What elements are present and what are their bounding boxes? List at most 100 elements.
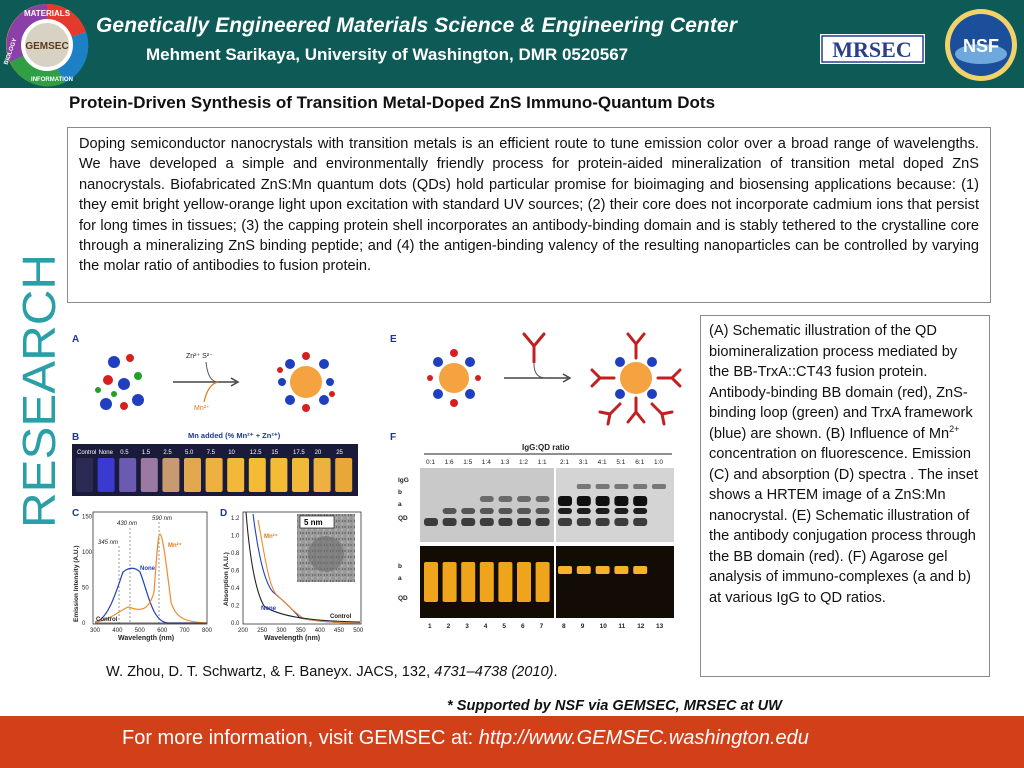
panel-f-agarose-gel: F IgG:QD ratio 0:1 1:6 1:5 1:4 1:3 1:2 1:1 2:1 3…: [390, 432, 674, 630]
panel-f-ratio: 6:1: [635, 459, 644, 466]
vial: [140, 458, 158, 492]
vial-label: None: [99, 450, 114, 456]
gemsec-logo: GEMSEC MATERIALS BIOLOGY INFORMATION: [4, 3, 89, 87]
panel-f-row-label: QD: [398, 595, 408, 602]
caption-part-1: (A) Schematic illustration of the QD bio…: [709, 323, 973, 442]
gel-band-igg: [595, 484, 610, 489]
gel-band-igg: [633, 484, 648, 489]
vial-label: 17.5: [293, 450, 305, 456]
vial-label: 2.5: [163, 450, 172, 456]
gel-glow-lane: [461, 562, 476, 602]
panel-c-none-label: None: [140, 566, 156, 572]
vial: [248, 458, 266, 492]
panel-f-row-label: b: [398, 489, 402, 496]
gemsec-url-link[interactable]: http://www.GEMSEC.washington.edu: [478, 727, 809, 749]
gel-band-a: [595, 508, 610, 514]
panel-d-xtick: 400: [315, 628, 326, 634]
svg-text:GEMSEC: GEMSEC: [25, 41, 68, 52]
panel-d-control-label: Control: [330, 614, 352, 620]
panel-f-lane-number: 4: [484, 623, 488, 630]
gel-band-igg: [652, 484, 666, 489]
gel-glow-lane: [442, 562, 457, 602]
gel-glow-band: [595, 566, 610, 574]
gel-band-b: [498, 496, 513, 502]
vial: [227, 458, 245, 492]
vial-label: Control: [77, 450, 96, 456]
panel-c-annotation-430: 430 nm: [117, 521, 137, 527]
gel-bottom-right: [556, 546, 674, 618]
gel-band-qd: [595, 518, 610, 526]
vial-row: [76, 458, 353, 492]
panel-d-none-label: None: [261, 606, 277, 612]
panel-f-ratio: 1:0: [654, 459, 663, 466]
panel-f-lane-number: 8: [562, 623, 566, 630]
pi-affiliation: Mehment Sarikaya, University of Washingt…: [146, 45, 629, 64]
panel-f-row-label: b: [398, 563, 402, 570]
citation-pages: 4731–4738 (2010): [434, 664, 554, 680]
gel-band-b: [633, 496, 648, 506]
gel-glow-lane: [517, 562, 531, 602]
gel-glow-band: [614, 566, 629, 574]
gel-band-qd: [517, 518, 531, 526]
fusion-proteins-cluster: [95, 354, 144, 410]
results-figure: A Zn²⁺ S²⁻ Mn²⁺ B Mn added (% Mn²⁺ + Zn²…: [72, 332, 682, 642]
header-band: GEMSEC MATERIALS BIOLOGY INFORMATION Gen…: [0, 0, 1024, 88]
gel-band-a: [461, 508, 476, 514]
vial: [205, 458, 223, 492]
panel-d-ytick: 0.6: [231, 569, 240, 575]
panel-f-lane-number: 13: [656, 623, 664, 630]
gel-band-qd: [576, 518, 591, 526]
gel-band-a: [498, 508, 513, 514]
gel-band-b: [535, 496, 550, 502]
panel-c-ylabel: Emission Intensity (A.U.): [73, 545, 80, 622]
panel-d-ytick: 0.4: [231, 586, 240, 592]
emission-none-curve: [94, 567, 207, 624]
panel-f-lane-number: 3: [465, 623, 469, 630]
antibody-reagent: [522, 332, 546, 364]
vial: [335, 458, 353, 492]
panel-d-xtick: 500: [353, 628, 364, 634]
gel-band-a: [614, 508, 629, 514]
panel-f-ratio: 2:1: [560, 459, 569, 466]
panel-e-antibody-conjugation: E: [390, 332, 682, 426]
panel-c-emission-spectra: C Emission Intensity (A.U.) Wavelength (…: [72, 508, 213, 642]
emission-mn-curve: [94, 533, 208, 624]
panel-f-ratio: 1:5: [463, 459, 472, 466]
gel-band-qd: [479, 518, 494, 526]
footer-text: For more information, visit GEMSEC at: h…: [122, 727, 809, 750]
gel-band-qd: [535, 518, 550, 526]
panel-a-schematic: A Zn²⁺ S²⁻ Mn²⁺: [72, 334, 335, 412]
panel-f-lane-number: 9: [581, 623, 585, 630]
panel-d-xtick: 450: [334, 628, 345, 634]
inset-scale-label: 5 nm: [304, 518, 323, 527]
qd-product: [277, 352, 335, 412]
gel-band-b: [517, 496, 531, 502]
vial-label: 10: [228, 450, 235, 456]
panel-f-row-labels-bottom: ba QD: [398, 563, 408, 602]
gel-band-qd: [442, 518, 457, 526]
panel-f-row-label: a: [398, 575, 402, 582]
gel-top-right: [556, 468, 674, 542]
panel-f-lane-number: 10: [600, 623, 608, 630]
panel-c-mn-label: Mn²⁺: [168, 542, 182, 549]
panel-d-xtick: 350: [296, 628, 307, 634]
panel-f-ratio-labels: 0:1 1:6 1:5 1:4 1:3 1:2 1:1 2:1 3:1 4:1 5:1 6:1 1:0: [426, 459, 663, 466]
panel-d-xticks: 200 250 300 350 400 450 500: [238, 628, 364, 634]
panel-f-row-labels-top: IgG ba QD: [398, 477, 409, 522]
panel-d-yticks: 0.0 0.2 0.4 0.6 0.8 1.0 1.2: [231, 516, 240, 627]
vial-label: 0.5: [120, 450, 129, 456]
panel-f-ratio: 1:2: [519, 459, 528, 466]
gel-band-b: [595, 496, 610, 506]
panel-f-ratio: 5:1: [616, 459, 625, 466]
panel-f-lane-number: 2: [447, 623, 451, 630]
panel-d-ytick: 1.0: [231, 534, 240, 540]
footer-band: For more information, visit GEMSEC at: h…: [0, 716, 1024, 768]
vial: [97, 458, 115, 492]
gel-glow-lane: [424, 562, 438, 602]
panel-d-xtick: 250: [257, 628, 268, 634]
panel-f-lane-number: 6: [521, 623, 525, 630]
gel-glow-lane: [498, 562, 513, 602]
vial: [162, 458, 180, 492]
panel-f-title: IgG:QD ratio: [522, 443, 570, 452]
center-title: Genetically Engineered Materials Science…: [96, 14, 737, 37]
